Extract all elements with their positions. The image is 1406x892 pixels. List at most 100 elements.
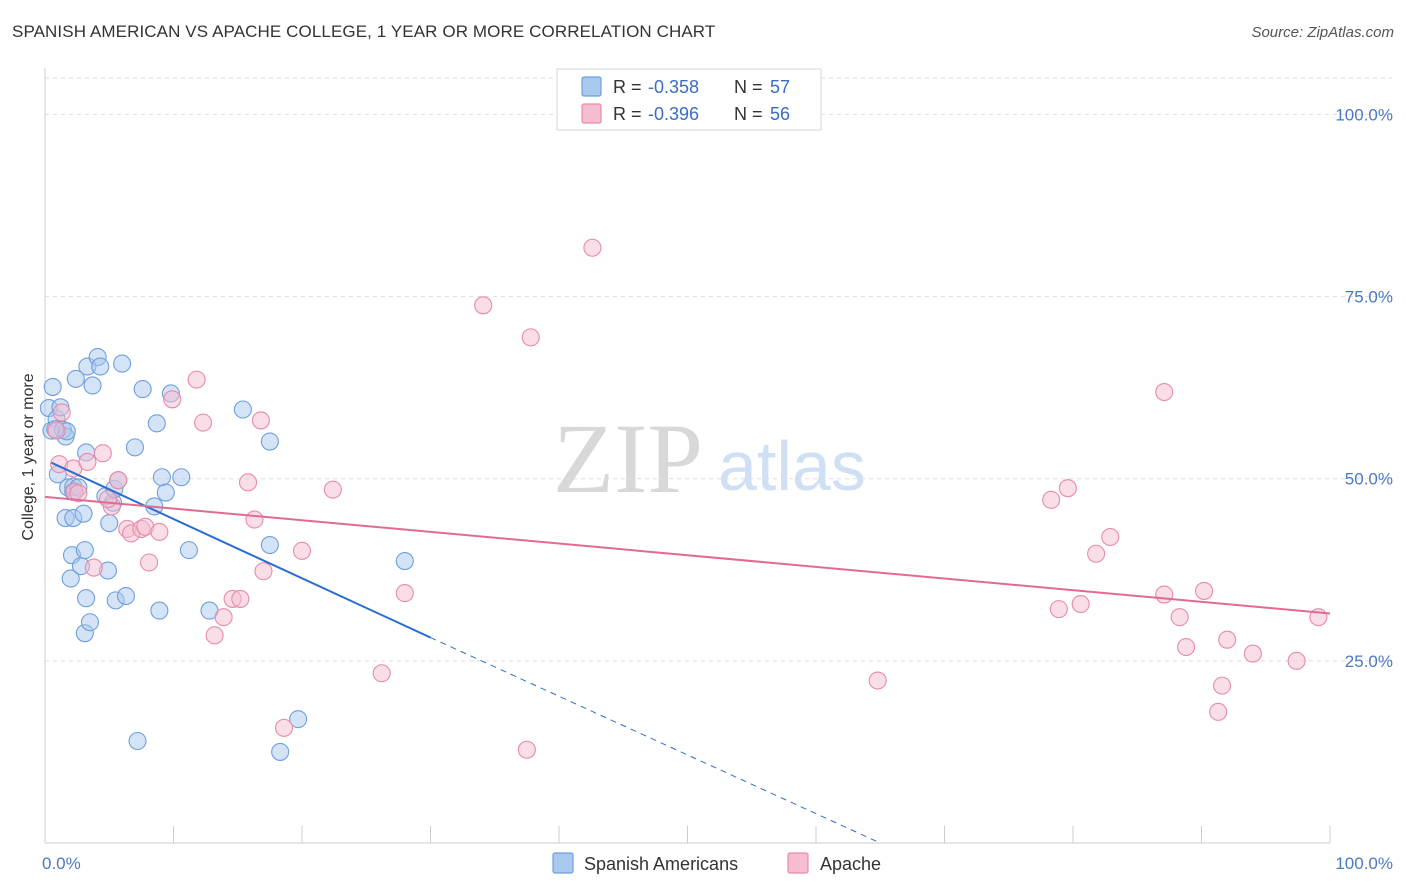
- apache-point-24: [238, 473, 258, 492]
- spanish-americans-point-52: [260, 535, 279, 555]
- spanish-americans-point-28: [91, 357, 110, 376]
- apache-point-42: [1087, 544, 1106, 563]
- apache-point-34: [517, 740, 536, 759]
- apache-point-18: [187, 370, 206, 389]
- chart-title: SPANISH AMERICAN VS APACHE COLLEGE, 1 YE…: [12, 22, 716, 41]
- spanish-americans-point-31: [100, 514, 119, 533]
- y-tick-label-0: 25.0%: [1345, 652, 1393, 671]
- apache-point-7: [84, 558, 103, 577]
- apache-point-15: [140, 553, 159, 572]
- apache-point-53: [1287, 651, 1306, 670]
- legend-swatch-blue: [581, 76, 602, 97]
- y-tick-label-3: 100.0%: [1335, 105, 1393, 124]
- apache-point-28: [274, 718, 294, 737]
- bottom-legend-label-apache[interactable]: Apache: [820, 854, 881, 874]
- spanish-americans-points: [39, 347, 414, 761]
- spanish-americans-point-47: [172, 468, 191, 487]
- spanish-americans-point-55: [395, 551, 414, 571]
- apache-point-43: [1101, 527, 1120, 547]
- spanish-americans-point-11: [61, 569, 80, 588]
- axes: [44, 68, 1331, 844]
- apache-point-38: [1042, 490, 1061, 509]
- spanish-americans-point-25: [80, 613, 100, 632]
- bottom-legend-swatch-pink[interactable]: [787, 852, 809, 874]
- apache-point-5: [69, 484, 88, 503]
- apache-point-41: [1071, 594, 1090, 614]
- legend-r-value-1: -0.358: [648, 77, 699, 97]
- spanish-americans-point-19: [74, 504, 93, 523]
- legend-n-value-1: 57: [770, 77, 790, 97]
- spanish-americans-point-48: [179, 541, 198, 560]
- apache-point-45: [1155, 585, 1174, 604]
- apache-point-51: [1218, 630, 1237, 649]
- apache-point-49: [1209, 702, 1228, 721]
- apache-point-0: [47, 421, 66, 440]
- watermark-atlas: atlas: [718, 427, 866, 505]
- spanish-americans-point-37: [116, 586, 136, 606]
- apache-point-31: [372, 664, 391, 683]
- spanish-americans-point-50: [233, 400, 252, 419]
- spanish-americans-point-45: [156, 483, 175, 502]
- spanish-americans-point-26: [83, 376, 102, 395]
- apache-point-27: [254, 562, 273, 581]
- spanish-americans-point-2: [43, 377, 62, 396]
- apache-point-48: [1195, 581, 1214, 600]
- spanish-americans-trend-line: [51, 461, 431, 639]
- spanish-americans-point-42: [147, 414, 166, 433]
- legend-r-value-2: -0.396: [648, 104, 699, 124]
- spanish-americans-point-53: [271, 742, 290, 761]
- bottom-legend-swatch-blue[interactable]: [552, 852, 574, 874]
- apache-point-35: [521, 328, 540, 347]
- grid-lines: [45, 77, 1392, 662]
- y-tick-label-1: 50.0%: [1345, 470, 1393, 489]
- apache-point-6: [78, 452, 97, 472]
- legend-n-label-1: N =: [734, 77, 763, 97]
- legend-n-label-2: N =: [734, 104, 763, 124]
- x-tick-label-1: 100.0%: [1335, 854, 1393, 873]
- spanish-americans-point-43: [150, 601, 169, 620]
- x-tick-label-0: 0.0%: [42, 854, 81, 873]
- legend: R = -0.358 N = 57 R = -0.396 N = 56: [556, 68, 822, 131]
- apache-point-2: [52, 403, 71, 422]
- apache-point-20: [205, 626, 224, 645]
- apache-point-19: [194, 413, 213, 432]
- apache-point-47: [1177, 637, 1196, 657]
- apache-point-25: [245, 510, 264, 529]
- spanish-americans-point-51: [260, 432, 279, 451]
- y-tick-label-2: 75.0%: [1345, 288, 1393, 307]
- tick-labels: 25.0% 50.0% 75.0% 100.0% 0.0% 100.0%: [42, 105, 1393, 873]
- spanish-americans-point-16: [66, 369, 85, 388]
- source-credit: Source: ZipAtlas.com: [1251, 24, 1394, 41]
- y-axis-label: College, 1 year or more: [20, 373, 37, 540]
- spanish-americans-point-38: [125, 438, 144, 457]
- legend-n-value-2: 56: [770, 104, 790, 124]
- apache-point-8: [93, 444, 112, 463]
- watermark-zip: ZIP: [553, 403, 703, 514]
- apache-point-21: [214, 608, 233, 627]
- apache-point-33: [474, 296, 493, 315]
- apache-point-30: [323, 480, 342, 499]
- apache-point-52: [1243, 644, 1262, 663]
- legend-r-label-1: R =: [613, 77, 642, 97]
- apache-point-16: [150, 522, 169, 541]
- spanish-americans-point-44: [152, 468, 171, 487]
- apache-trend-line: [44, 495, 1331, 615]
- apache-point-29: [292, 541, 312, 560]
- trend-lines: [44, 461, 1331, 844]
- spanish-americans-point-20: [75, 541, 94, 560]
- spanish-americans-point-40: [133, 380, 152, 399]
- legend-swatch-pink: [581, 103, 602, 124]
- spanish-americans-point-36: [113, 354, 132, 373]
- spanish-americans-point-54: [289, 710, 308, 729]
- spanish-americans-trend-extension: [430, 637, 881, 844]
- spanish-americans-point-22: [77, 589, 96, 608]
- bottom-legend-label-spanish-americans[interactable]: Spanish Americans: [584, 854, 738, 874]
- apache-point-26: [251, 411, 270, 430]
- apache-point-17: [163, 390, 182, 409]
- apache-point-40: [1058, 479, 1077, 498]
- apache-point-55: [98, 490, 118, 509]
- spanish-americans-point-39: [128, 731, 147, 751]
- apache-point-44: [1155, 382, 1174, 402]
- apache-point-10: [109, 471, 128, 490]
